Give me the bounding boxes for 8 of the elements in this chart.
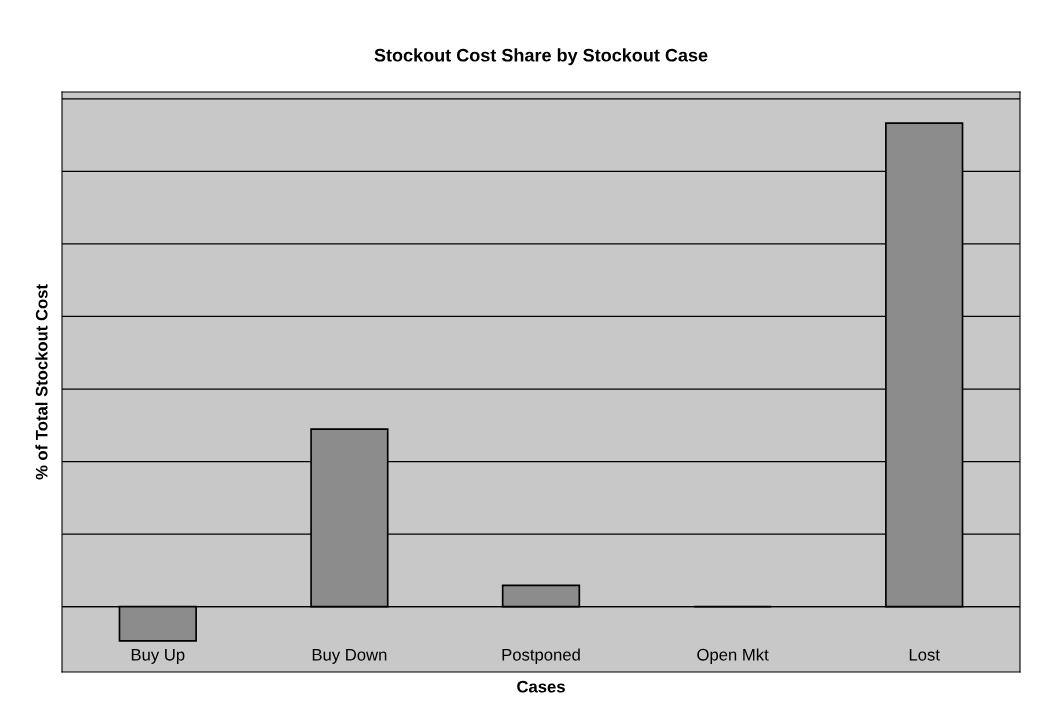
x-axis-title: Cases <box>517 680 565 693</box>
chart-title: Stockout Cost Share by Stockout Case <box>374 48 708 66</box>
x-tick-label: Buy Up <box>131 649 185 664</box>
y-axis-title: % of Total Stockout Cost <box>35 284 48 480</box>
x-tick-label: Buy Down <box>312 649 387 664</box>
x-tick-label: Open Mkt <box>697 648 769 664</box>
x-tick-label: Postponed <box>502 648 580 664</box>
x-tick-label: Lost <box>909 649 940 661</box>
